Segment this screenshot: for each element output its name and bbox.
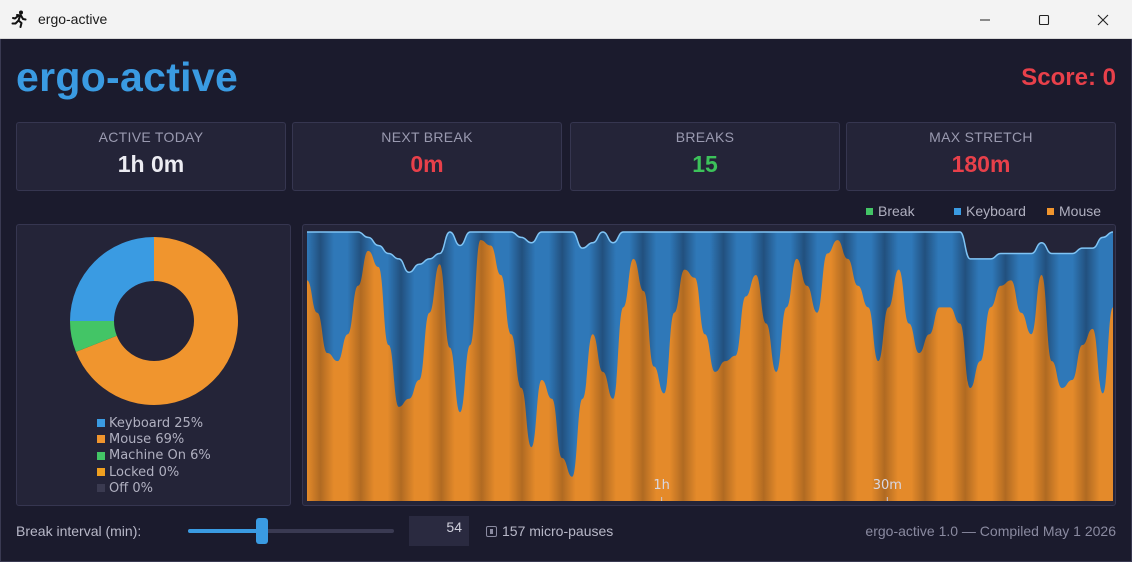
activity-timeline-panel: 1h 30m — [302, 224, 1116, 506]
legend-label: Keyboard — [966, 203, 1026, 219]
legend-label: Mouse 69% — [109, 431, 185, 447]
donut-legend-item: Machine On 6% — [97, 448, 211, 464]
stat-value: 1h 0m — [117, 151, 185, 177]
legend-swatch — [97, 451, 105, 460]
window-title: ergo-active — [38, 11, 108, 27]
close-button[interactable] — [1073, 0, 1132, 39]
slider-track — [188, 529, 394, 533]
donut-legend: Keyboard 25% Mouse 69% Machine On 6% Loc… — [97, 415, 211, 496]
donut-legend-item: Locked 0% — [97, 464, 211, 480]
legend-label: Mouse — [1059, 203, 1102, 219]
app-brand-title: ergo-active — [16, 54, 239, 100]
maximize-icon — [1038, 14, 1049, 25]
break-interval-input[interactable]: 54 — [409, 516, 469, 546]
donut-legend-item: Keyboard 25% — [97, 415, 211, 431]
stat-value: 180m — [951, 151, 1011, 177]
donut-legend-item: Off 0% — [97, 480, 211, 496]
legend-mouse: Mouse — [1047, 203, 1101, 219]
legend-label: Locked 0% — [109, 464, 180, 480]
legend-swatch — [97, 419, 105, 428]
running-person-icon — [0, 10, 38, 28]
break-interval-label: Break interval (min): — [16, 523, 142, 539]
donut-slice-mouse — [75, 237, 239, 405]
legend-label: Keyboard 25% — [109, 415, 204, 431]
stat-value: 0m — [410, 151, 444, 177]
title-bar: ergo-active — [0, 0, 1132, 39]
score-label: Score: 0 — [1021, 64, 1116, 91]
donut-slice-machine-on — [70, 321, 117, 352]
stat-label: ACTIVE TODAY — [98, 129, 204, 145]
legend-keyboard: Keyboard — [954, 203, 1026, 219]
slider-fill — [188, 529, 262, 533]
minimize-button[interactable] — [955, 0, 1014, 39]
maximize-button[interactable] — [1014, 0, 1073, 39]
close-icon — [1097, 14, 1108, 25]
donut-legend-item: Mouse 69% — [97, 431, 211, 447]
stat-label: NEXT BREAK — [381, 129, 473, 145]
stat-label: MAX STRETCH — [929, 129, 1033, 145]
legend-label: Machine On 6% — [109, 448, 211, 464]
legend-label: Off 0% — [109, 480, 153, 496]
legend-swatch — [97, 484, 105, 493]
stat-label: BREAKS — [675, 129, 735, 145]
donut-slice-keyboard — [70, 237, 154, 321]
micro-pauses-label: 157 micro-pauses — [502, 523, 614, 539]
break-interval-slider[interactable] — [188, 518, 394, 544]
micro-pauses-indicator: 157 micro-pauses — [486, 523, 613, 539]
legend-swatch — [1047, 207, 1054, 215]
version-label: ergo-active 1.0 — Compiled May 1 2026 — [865, 523, 1116, 539]
legend-swatch — [866, 207, 873, 215]
series-line-keyboard — [307, 231, 1114, 274]
legend-swatch — [954, 207, 961, 215]
stat-card-max-stretch: MAX STRETCH 180m — [846, 122, 1116, 191]
legend-swatch — [97, 468, 105, 477]
x-tick-label: 30m — [873, 478, 902, 493]
legend-break: Break — [866, 203, 915, 219]
activity-breakdown-panel: Keyboard 25% Mouse 69% Machine On 6% Loc… — [16, 224, 291, 506]
activity-timeline-chart: 1h 30m — [307, 231, 1114, 501]
legend-label: Break — [878, 203, 915, 219]
legend-swatch — [97, 435, 105, 444]
stat-value: 15 — [692, 151, 718, 177]
stat-card-active-today: ACTIVE TODAY 1h 0m — [16, 122, 286, 191]
activity-donut-chart — [70, 237, 239, 405]
slider-thumb[interactable] — [255, 518, 268, 544]
pause-icon — [486, 525, 497, 537]
x-tick-label: 1h — [653, 478, 670, 493]
stat-card-next-break: NEXT BREAK 0m — [292, 122, 562, 191]
stat-card-breaks: BREAKS 15 — [570, 122, 840, 191]
minimize-icon — [979, 19, 990, 20]
series-area-mouse — [307, 240, 1113, 501]
